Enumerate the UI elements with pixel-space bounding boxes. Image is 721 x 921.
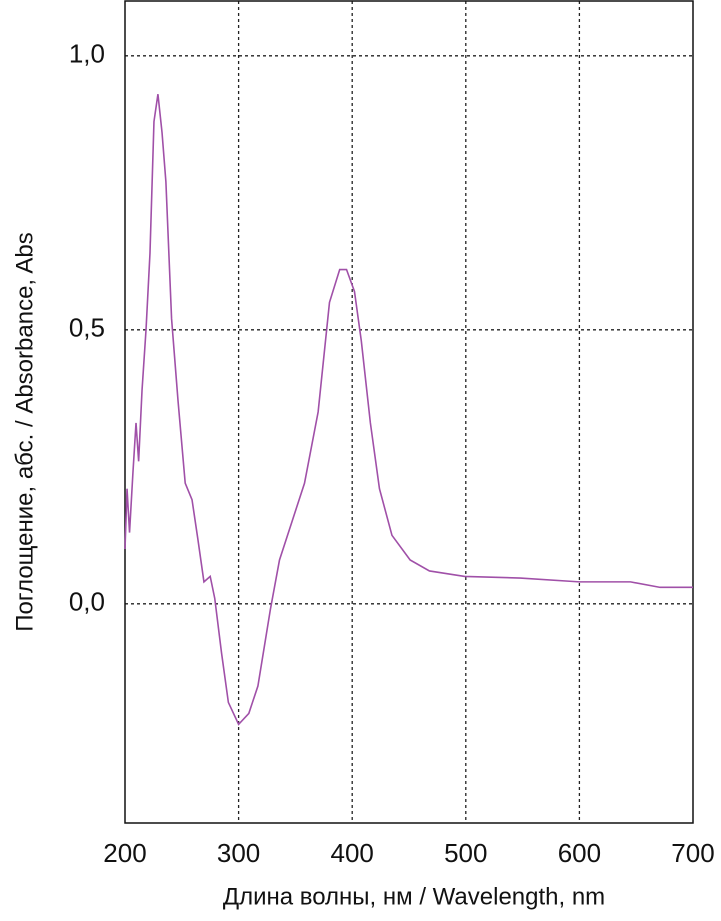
x-tick-label: 300 bbox=[217, 838, 260, 868]
y-tick-label: 0,5 bbox=[69, 313, 105, 343]
plot-frame bbox=[124, 0, 694, 824]
x-axis-title: Длина волны, нм / Wavelength, nm bbox=[223, 883, 605, 910]
y-tick-label: 1,0 bbox=[69, 39, 105, 69]
x-tick-label: 500 bbox=[444, 838, 487, 868]
x-tick-label: 600 bbox=[558, 838, 601, 868]
y-axis-title: Поглощение, абс. / Absorbance, Abs bbox=[11, 232, 38, 632]
x-tick-label: 200 bbox=[103, 838, 146, 868]
x-tick-label: 400 bbox=[331, 838, 374, 868]
y-tick-label: 0,0 bbox=[69, 587, 105, 617]
data-line bbox=[124, 94, 693, 726]
x-tick-label: 700 bbox=[671, 838, 714, 868]
